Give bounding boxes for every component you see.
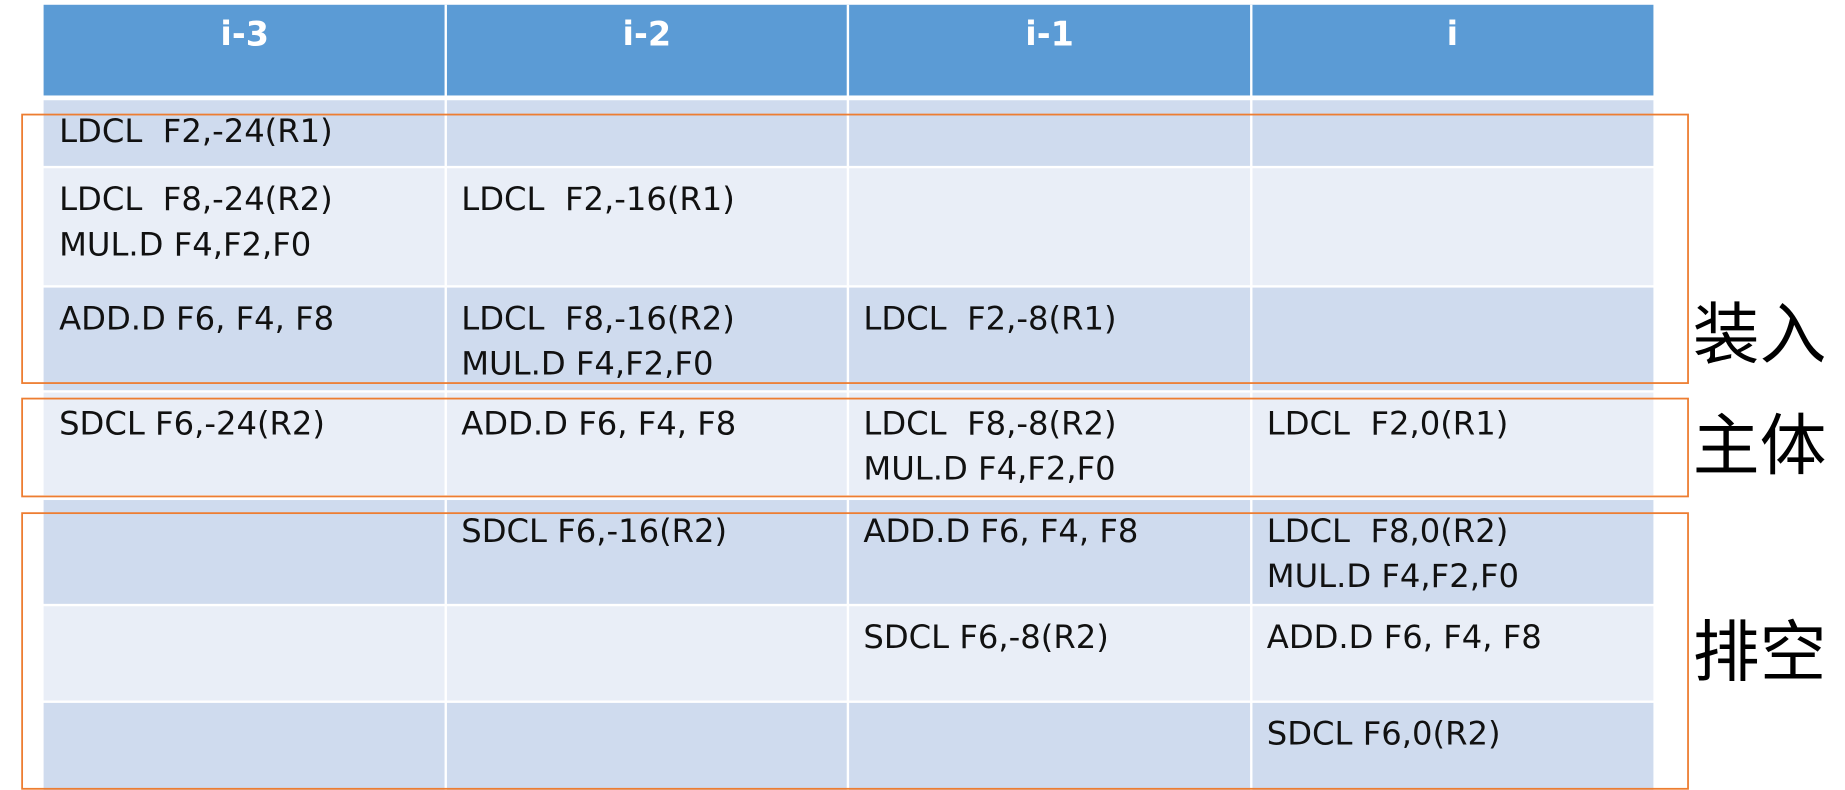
cell-text: LDCL F2,-16(R1) <box>461 180 735 218</box>
group-label: 主体 <box>1693 407 1827 485</box>
cell-text: LDCL F8,-16(R2) <box>461 299 735 337</box>
cell-text: LDCL F2,0(R1) <box>1267 404 1508 442</box>
cell-text: ADD.D F6, F4, F8 <box>461 404 736 442</box>
group-box <box>21 512 1689 790</box>
cell-text: SDCL F6,-24(R2) <box>59 404 325 442</box>
cell-text: ADD.D F6, F4, F8 <box>863 512 1138 550</box>
group-box <box>21 397 1689 498</box>
cell-text: LDCL F8,-24(R2) <box>59 180 333 218</box>
cell-text: LDCL F8,-8(R2) <box>863 404 1116 442</box>
cell-text: MUL.D F4,F2,F0 <box>461 345 713 383</box>
group-box <box>21 113 1689 384</box>
cell-text: SDCL F6,-16(R2) <box>461 512 727 550</box>
cell-text: LDCL F2,-8(R1) <box>863 299 1116 337</box>
cell-text: MUL.D F4,F2,F0 <box>59 225 311 263</box>
cell-text: LDCL F2,-24(R1) <box>59 112 333 150</box>
cell-text: ADD.D F6, F4, F8 <box>1267 618 1542 656</box>
cell-text: SDCL F6,0(R2) <box>1267 715 1501 753</box>
header-cell: i-1 <box>1025 14 1074 53</box>
group-label: 排空 <box>1693 613 1827 691</box>
header-cell: i-2 <box>623 14 672 53</box>
header-cell: i <box>1447 14 1458 53</box>
cell-text: LDCL F8,0(R2) <box>1267 512 1508 550</box>
cell-text: MUL.D F4,F2,F0 <box>863 450 1115 488</box>
header-cell: i-3 <box>220 14 269 53</box>
cell-text: SDCL F6,-8(R2) <box>863 618 1108 656</box>
group-label: 装入 <box>1693 296 1827 374</box>
cell-text: MUL.D F4,F2,F0 <box>1267 557 1519 595</box>
cell-text: ADD.D F6, F4, F8 <box>59 299 334 337</box>
